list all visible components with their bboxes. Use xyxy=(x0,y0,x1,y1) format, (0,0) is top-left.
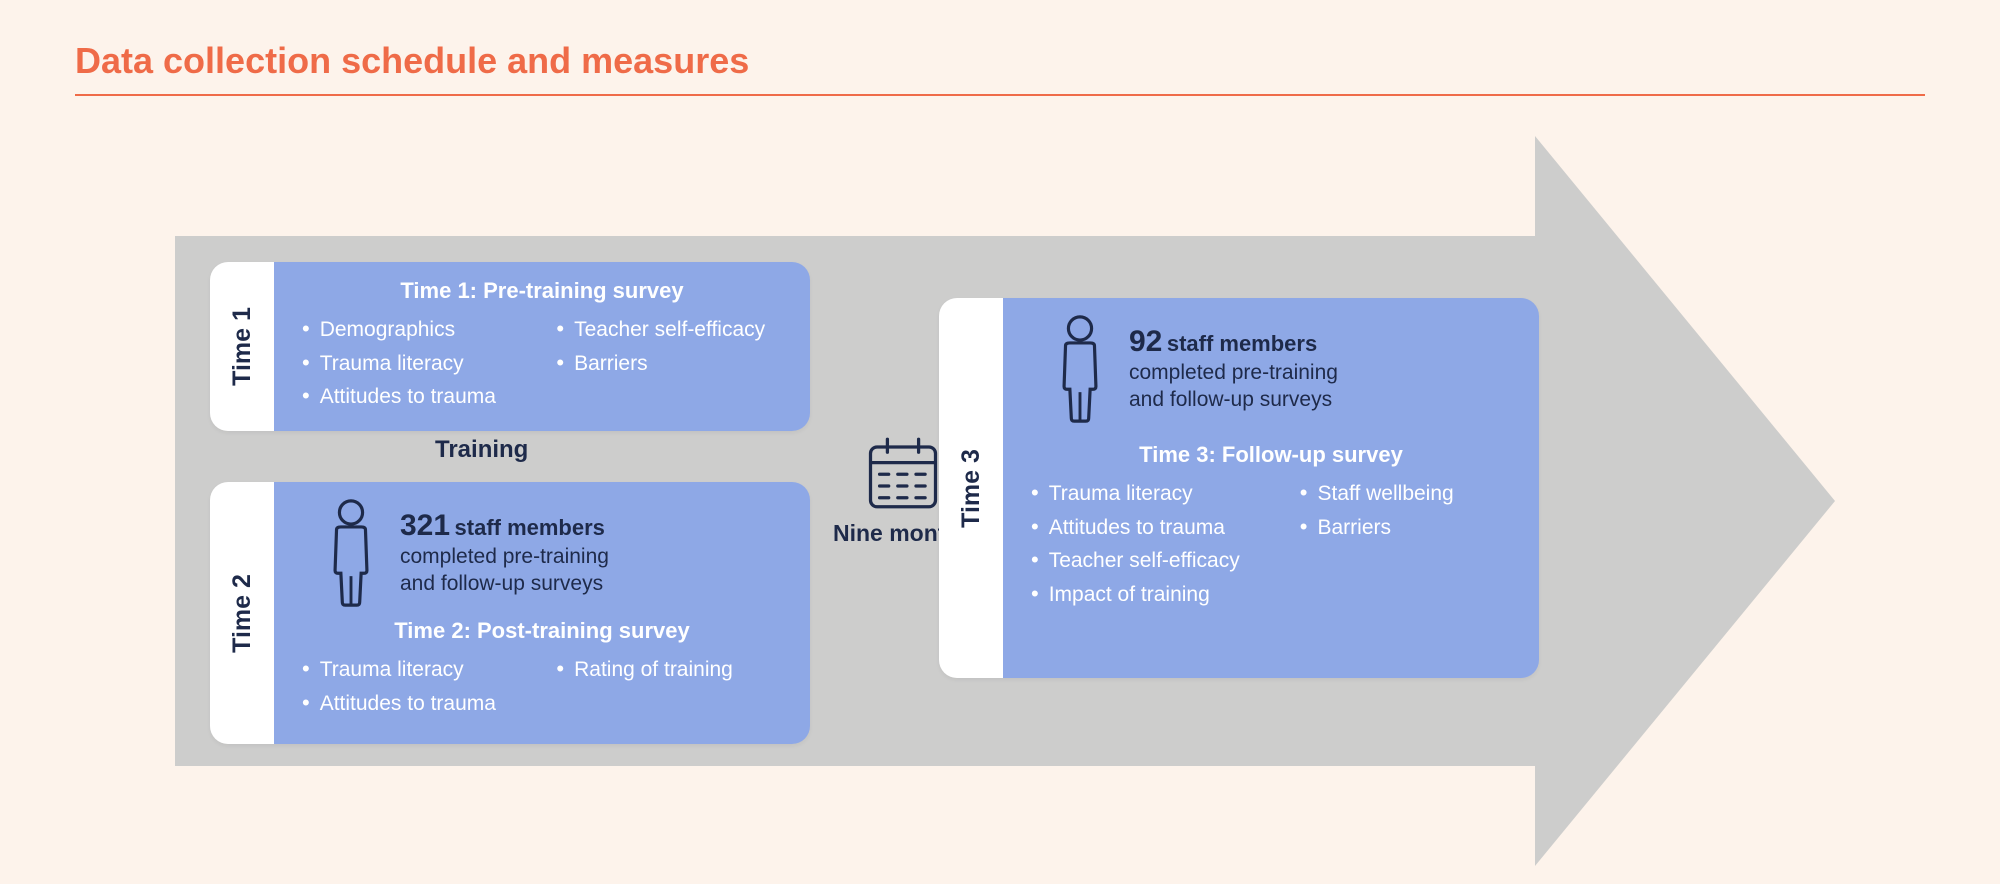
timeline-arrow: Time 1 Time 1: Pre-training survey Demog… xyxy=(75,156,1835,836)
time2-tab-label: Time 2 xyxy=(228,574,257,653)
time3-card: Time 3 92 staff members completed pre-tr… xyxy=(939,298,1539,678)
time1-card: Time 1 Time 1: Pre-training survey Demog… xyxy=(210,262,810,431)
time2-bullet: Rating of training xyxy=(556,652,782,686)
time1-title: Time 1: Pre-training survey xyxy=(302,278,782,304)
time2-staff-text: 321 staff members completed pre-training… xyxy=(400,509,609,598)
page-title: Data collection schedule and measures xyxy=(75,40,1925,82)
time3-title: Time 3: Follow-up survey xyxy=(1031,442,1511,468)
person-icon xyxy=(1051,314,1109,424)
time2-bullet: Trauma literacy xyxy=(302,652,556,686)
time2-title: Time 2: Post-training survey xyxy=(302,618,782,644)
time2-card: Time 2 321 staff members completed pre-t… xyxy=(210,482,810,744)
time1-bullet: Trauma literacy xyxy=(302,346,556,380)
time1-tab: Time 1 xyxy=(210,262,274,431)
time3-bullet: Impact of training xyxy=(1031,577,1300,611)
time1-tab-label: Time 1 xyxy=(228,307,257,386)
time3-tab-label: Time 3 xyxy=(957,449,986,528)
title-rule xyxy=(75,94,1925,96)
time1-bullet: Attitudes to trauma xyxy=(302,379,556,413)
time2-tab: Time 2 xyxy=(210,482,274,744)
person-icon xyxy=(322,498,380,608)
time3-bullet: Trauma literacy xyxy=(1031,476,1300,510)
time3-tab: Time 3 xyxy=(939,298,1003,678)
time1-bullet: Teacher self-efficacy xyxy=(556,312,782,346)
time3-staff-text: 92 staff members completed pre-training … xyxy=(1129,325,1338,414)
time3-bullet: Attitudes to trauma xyxy=(1031,510,1300,544)
time1-bullet: Barriers xyxy=(556,346,782,380)
time2-bullet: Attitudes to trauma xyxy=(302,686,556,720)
time1-bullet: Demographics xyxy=(302,312,556,346)
time3-bullet: Teacher self-efficacy xyxy=(1031,543,1300,577)
training-label: Training xyxy=(435,436,528,464)
time3-bullet: Barriers xyxy=(1300,510,1511,544)
calendar-icon xyxy=(864,434,942,512)
time3-bullet: Staff wellbeing xyxy=(1300,476,1511,510)
arrow-head xyxy=(1535,136,1835,866)
